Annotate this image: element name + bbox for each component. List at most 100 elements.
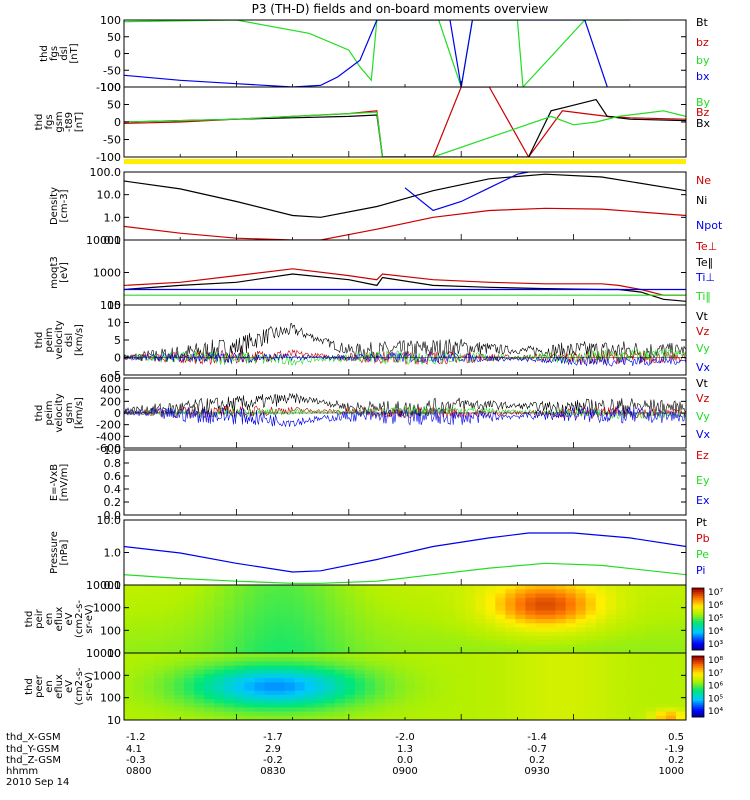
heatmap-cell [615, 661, 627, 667]
heatmap-cell [164, 699, 175, 704]
colorbar-segment [692, 700, 704, 704]
heatmap-cell [405, 610, 416, 616]
heatmap-cell [405, 694, 416, 700]
heatmap-cell [676, 686, 686, 692]
heatmap-cell [354, 690, 366, 696]
heatmap-cell [344, 640, 356, 646]
heatmap-cell [354, 644, 366, 650]
heatmap-cell [214, 715, 225, 720]
heatmap-cell [505, 686, 516, 692]
heatmap-cell [194, 619, 205, 624]
heatmap-cell [284, 707, 296, 713]
y-tick-label: -200 [96, 419, 121, 432]
heatmap-cell [655, 686, 667, 692]
colorbar-segment [692, 647, 704, 651]
heatmap-cell [665, 690, 677, 696]
heatmap-cell [234, 711, 245, 717]
y-tick-label: 1000 [93, 602, 121, 615]
heatmap-cell [515, 682, 526, 688]
heatmap-cell [134, 657, 145, 662]
heatmap-cell [184, 661, 195, 667]
heatmap-cell [294, 606, 306, 612]
heatmap-cell [384, 661, 396, 667]
heatmap-cell [384, 648, 396, 653]
colorbar-segment [692, 664, 704, 667]
heatmap-cell [244, 644, 255, 650]
heatmap-cell [535, 711, 547, 717]
heatmap-cell [625, 619, 637, 624]
heatmap-cell [224, 623, 235, 629]
heatmap-cell [374, 636, 386, 641]
heatmap-cell [244, 699, 255, 704]
heatmap-cell [665, 707, 677, 713]
heatmap-cell [314, 644, 326, 650]
heatmap-cell [354, 589, 366, 595]
heatmap-cell [124, 593, 135, 599]
heatmap-cell [264, 610, 276, 616]
heatmap-cell [575, 614, 587, 620]
heatmap-cell [234, 614, 245, 620]
heatmap-cell [535, 636, 547, 641]
heatmap-cell [384, 678, 396, 683]
heatmap-cell [625, 711, 637, 717]
heatmap-cell [425, 644, 436, 650]
heatmap-cell [264, 686, 276, 692]
heatmap-cell [415, 669, 426, 675]
heatmap-cell [625, 648, 637, 653]
heatmap-cell [154, 640, 165, 646]
heatmap-cell [475, 585, 486, 590]
heatmap-cell [344, 614, 356, 620]
heatmap-cell [334, 665, 346, 671]
heatmap-cell [665, 657, 677, 662]
heatmap-cell [665, 585, 677, 590]
heatmap-cell [354, 665, 366, 671]
y-axis-label: [nT] [69, 43, 80, 63]
heatmap-cell [485, 661, 496, 667]
heatmap-cell [555, 661, 567, 667]
heatmap-cell [615, 619, 627, 624]
heatmap-cell [555, 669, 567, 675]
heatmap-cell [174, 640, 185, 646]
heatmap-cell [535, 640, 547, 646]
y-axis-label: thd [34, 332, 45, 349]
heatmap-cell [194, 593, 205, 599]
heatmap-cell [625, 690, 637, 696]
heatmap-cell [545, 673, 557, 679]
heatmap-cell [455, 707, 466, 713]
heatmap-cell [495, 602, 506, 607]
heatmap-cell [475, 606, 486, 612]
heatmap-cell [344, 661, 356, 667]
heatmap-cell [435, 686, 446, 692]
heatmap-cell [124, 657, 135, 662]
heatmap-cell [164, 627, 175, 633]
heatmap-cell [535, 657, 547, 662]
heatmap-cell [324, 623, 336, 629]
heatmap-cell [395, 661, 406, 667]
heatmap-cell [304, 699, 316, 704]
heatmap-cell [525, 707, 536, 713]
colorbar-tick-label: 10⁶ [708, 601, 723, 611]
heatmap-cell [645, 678, 657, 683]
heatmap-cell [314, 690, 326, 696]
heatmap-cell [545, 627, 557, 633]
colorbar-segment [692, 619, 704, 622]
heatmap-cell [405, 593, 416, 599]
heatmap-cell [495, 661, 506, 667]
heatmap-cell [645, 585, 657, 590]
heatmap-cell [435, 665, 446, 671]
colorbar-segment [692, 676, 704, 679]
heatmap-cell [294, 640, 306, 646]
heatmap-cell [254, 631, 266, 637]
y-tick-label: 50 [107, 99, 121, 112]
heatmap-cell [204, 585, 215, 590]
heatmap-cell [214, 657, 225, 662]
heatmap-cell [665, 661, 677, 667]
colorbar-segment [692, 686, 704, 690]
heatmap-cell [384, 636, 396, 641]
heatmap-cell [214, 636, 225, 641]
heatmap-cell [314, 703, 326, 709]
heatmap-cell [324, 661, 336, 667]
heatmap-cell [374, 614, 386, 620]
heatmap-cell [154, 606, 165, 612]
heatmap-cell [535, 648, 547, 653]
